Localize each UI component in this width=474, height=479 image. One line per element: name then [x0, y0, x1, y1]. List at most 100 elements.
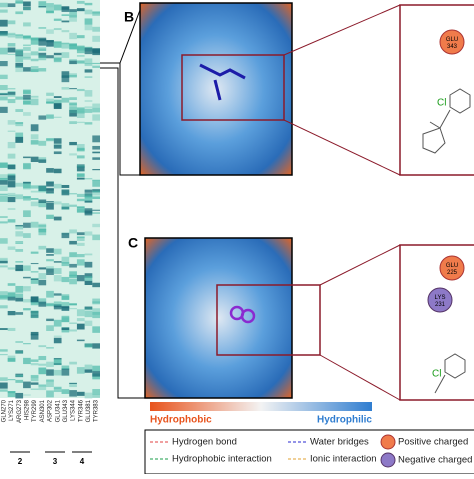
- heatmap-streak: [30, 271, 39, 273]
- heatmap-streak: [53, 183, 62, 189]
- heatmap-streak: [69, 240, 77, 245]
- heatmap-streak: [38, 229, 47, 236]
- heatmap-streak: [7, 208, 16, 210]
- heatmap-streak: [84, 343, 93, 348]
- atom-label: Cl: [432, 369, 441, 380]
- heatmap-streak: [15, 122, 24, 127]
- heatmap-streak: [53, 363, 62, 365]
- heatmap-streak: [38, 363, 47, 366]
- heatmap-streak: [46, 325, 54, 331]
- heatmap-streak: [69, 382, 77, 384]
- surface-c: [144, 237, 293, 399]
- heatmap-streak: [92, 107, 100, 113]
- heatmap-streak: [23, 394, 31, 396]
- heatmap-streak: [46, 92, 54, 96]
- heatmap-streak: [46, 168, 54, 173]
- heatmap-streak: [84, 364, 93, 370]
- heatmap-streak: [38, 267, 47, 270]
- heatmap-streak: [15, 136, 24, 143]
- heatmap-streak: [30, 382, 39, 385]
- heatmap-streak: [15, 34, 24, 39]
- heatmap-streak: [76, 121, 85, 124]
- heatmap-streak: [23, 22, 31, 27]
- heatmap-streak: [53, 357, 62, 360]
- heatmap-streak: [53, 319, 62, 327]
- heatmap-streak: [7, 33, 16, 38]
- heatmap-streak: [84, 261, 93, 268]
- heatmap-streak: [15, 269, 24, 271]
- heatmap-streak: [92, 311, 100, 319]
- heatmap-streak: [61, 256, 70, 264]
- heatmap-streak: [76, 391, 85, 396]
- heatmap-streak: [0, 96, 8, 101]
- heatmap-streak: [92, 169, 100, 171]
- heatmap-streak: [0, 162, 8, 168]
- heatmap-streak: [30, 69, 39, 73]
- heatmap-streak: [7, 327, 16, 332]
- heatmap-streak: [15, 242, 24, 244]
- heatmap-streak: [7, 197, 16, 203]
- heatmap-streak: [15, 392, 24, 399]
- heatmap-streak: [92, 151, 100, 154]
- heatmap-streak: [84, 106, 93, 109]
- heatmap-streak: [15, 350, 24, 354]
- zoom-box: [181, 54, 285, 121]
- heatmap-streak: [46, 369, 54, 376]
- heatmap-streak: [84, 76, 93, 78]
- heatmap-streak: [0, 193, 8, 196]
- heatmap-streak: [38, 384, 47, 391]
- group-label: 2: [18, 457, 23, 466]
- heatmap-streak: [76, 35, 85, 39]
- heatmap-streak: [0, 260, 8, 264]
- heatmap-streak: [46, 254, 54, 256]
- residue-axis-label: TYR383: [94, 399, 100, 422]
- heatmap-streak: [61, 189, 70, 196]
- heatmap-streak: [0, 382, 8, 389]
- heatmap-streak: [7, 219, 16, 223]
- heatmap-streak: [0, 328, 8, 331]
- legend-box: [144, 429, 474, 475]
- heatmap-streak: [38, 55, 47, 61]
- heatmap-streak: [46, 390, 54, 398]
- heatmap-streak: [61, 71, 70, 74]
- heatmap-streak: [92, 135, 100, 143]
- heatmap-streak: [61, 295, 70, 300]
- heatmap-streak: [53, 41, 62, 48]
- heatmap-streak: [53, 301, 62, 306]
- heatmap-streak: [61, 306, 70, 309]
- heatmap-streak: [7, 91, 16, 95]
- heatmap-streak: [38, 245, 47, 250]
- heatmap-streak: [69, 97, 77, 101]
- heatmap-streak: [53, 337, 62, 344]
- atom-label: Cl: [437, 98, 446, 109]
- heatmap-streak: [0, 31, 8, 34]
- heatmap-streak: [76, 242, 85, 246]
- heatmap-streak: [76, 254, 85, 258]
- heatmap-streak: [61, 97, 70, 103]
- heatmap-streak: [92, 373, 100, 380]
- heatmap-streak: [84, 63, 93, 67]
- heatmap-streak: [76, 206, 85, 209]
- heatmap-streak: [23, 287, 31, 292]
- heatmap-streak: [53, 96, 62, 99]
- heatmap-streak: [92, 65, 100, 68]
- heatmap-streak: [7, 195, 16, 198]
- heatmap-streak: [61, 42, 70, 49]
- heatmap-streak: [76, 155, 85, 159]
- heatmap-streak: [53, 369, 62, 376]
- heatmap-streak: [7, 20, 16, 25]
- heatmap-streak: [0, 265, 8, 268]
- heatmap-streak: [69, 45, 77, 47]
- heatmap-streak: [38, 199, 47, 204]
- heatmap-streak: [30, 262, 39, 265]
- residue-axis-label: LYS344: [71, 399, 77, 421]
- heatmap-streak: [0, 377, 8, 381]
- residue-text: 231: [435, 302, 446, 308]
- residue-axis-label: HIS298: [25, 399, 31, 420]
- heatmap-streak: [23, 210, 31, 218]
- heatmap-streak: [61, 389, 70, 394]
- heatmap-labels: GLN270 LYS271 ARG273 HIS298 TYR299 ASN301 ASP3…: [1, 399, 99, 466]
- heatmap-streak: [84, 122, 93, 125]
- heatmap-streak: [15, 225, 24, 227]
- heatmap-streak: [30, 134, 39, 140]
